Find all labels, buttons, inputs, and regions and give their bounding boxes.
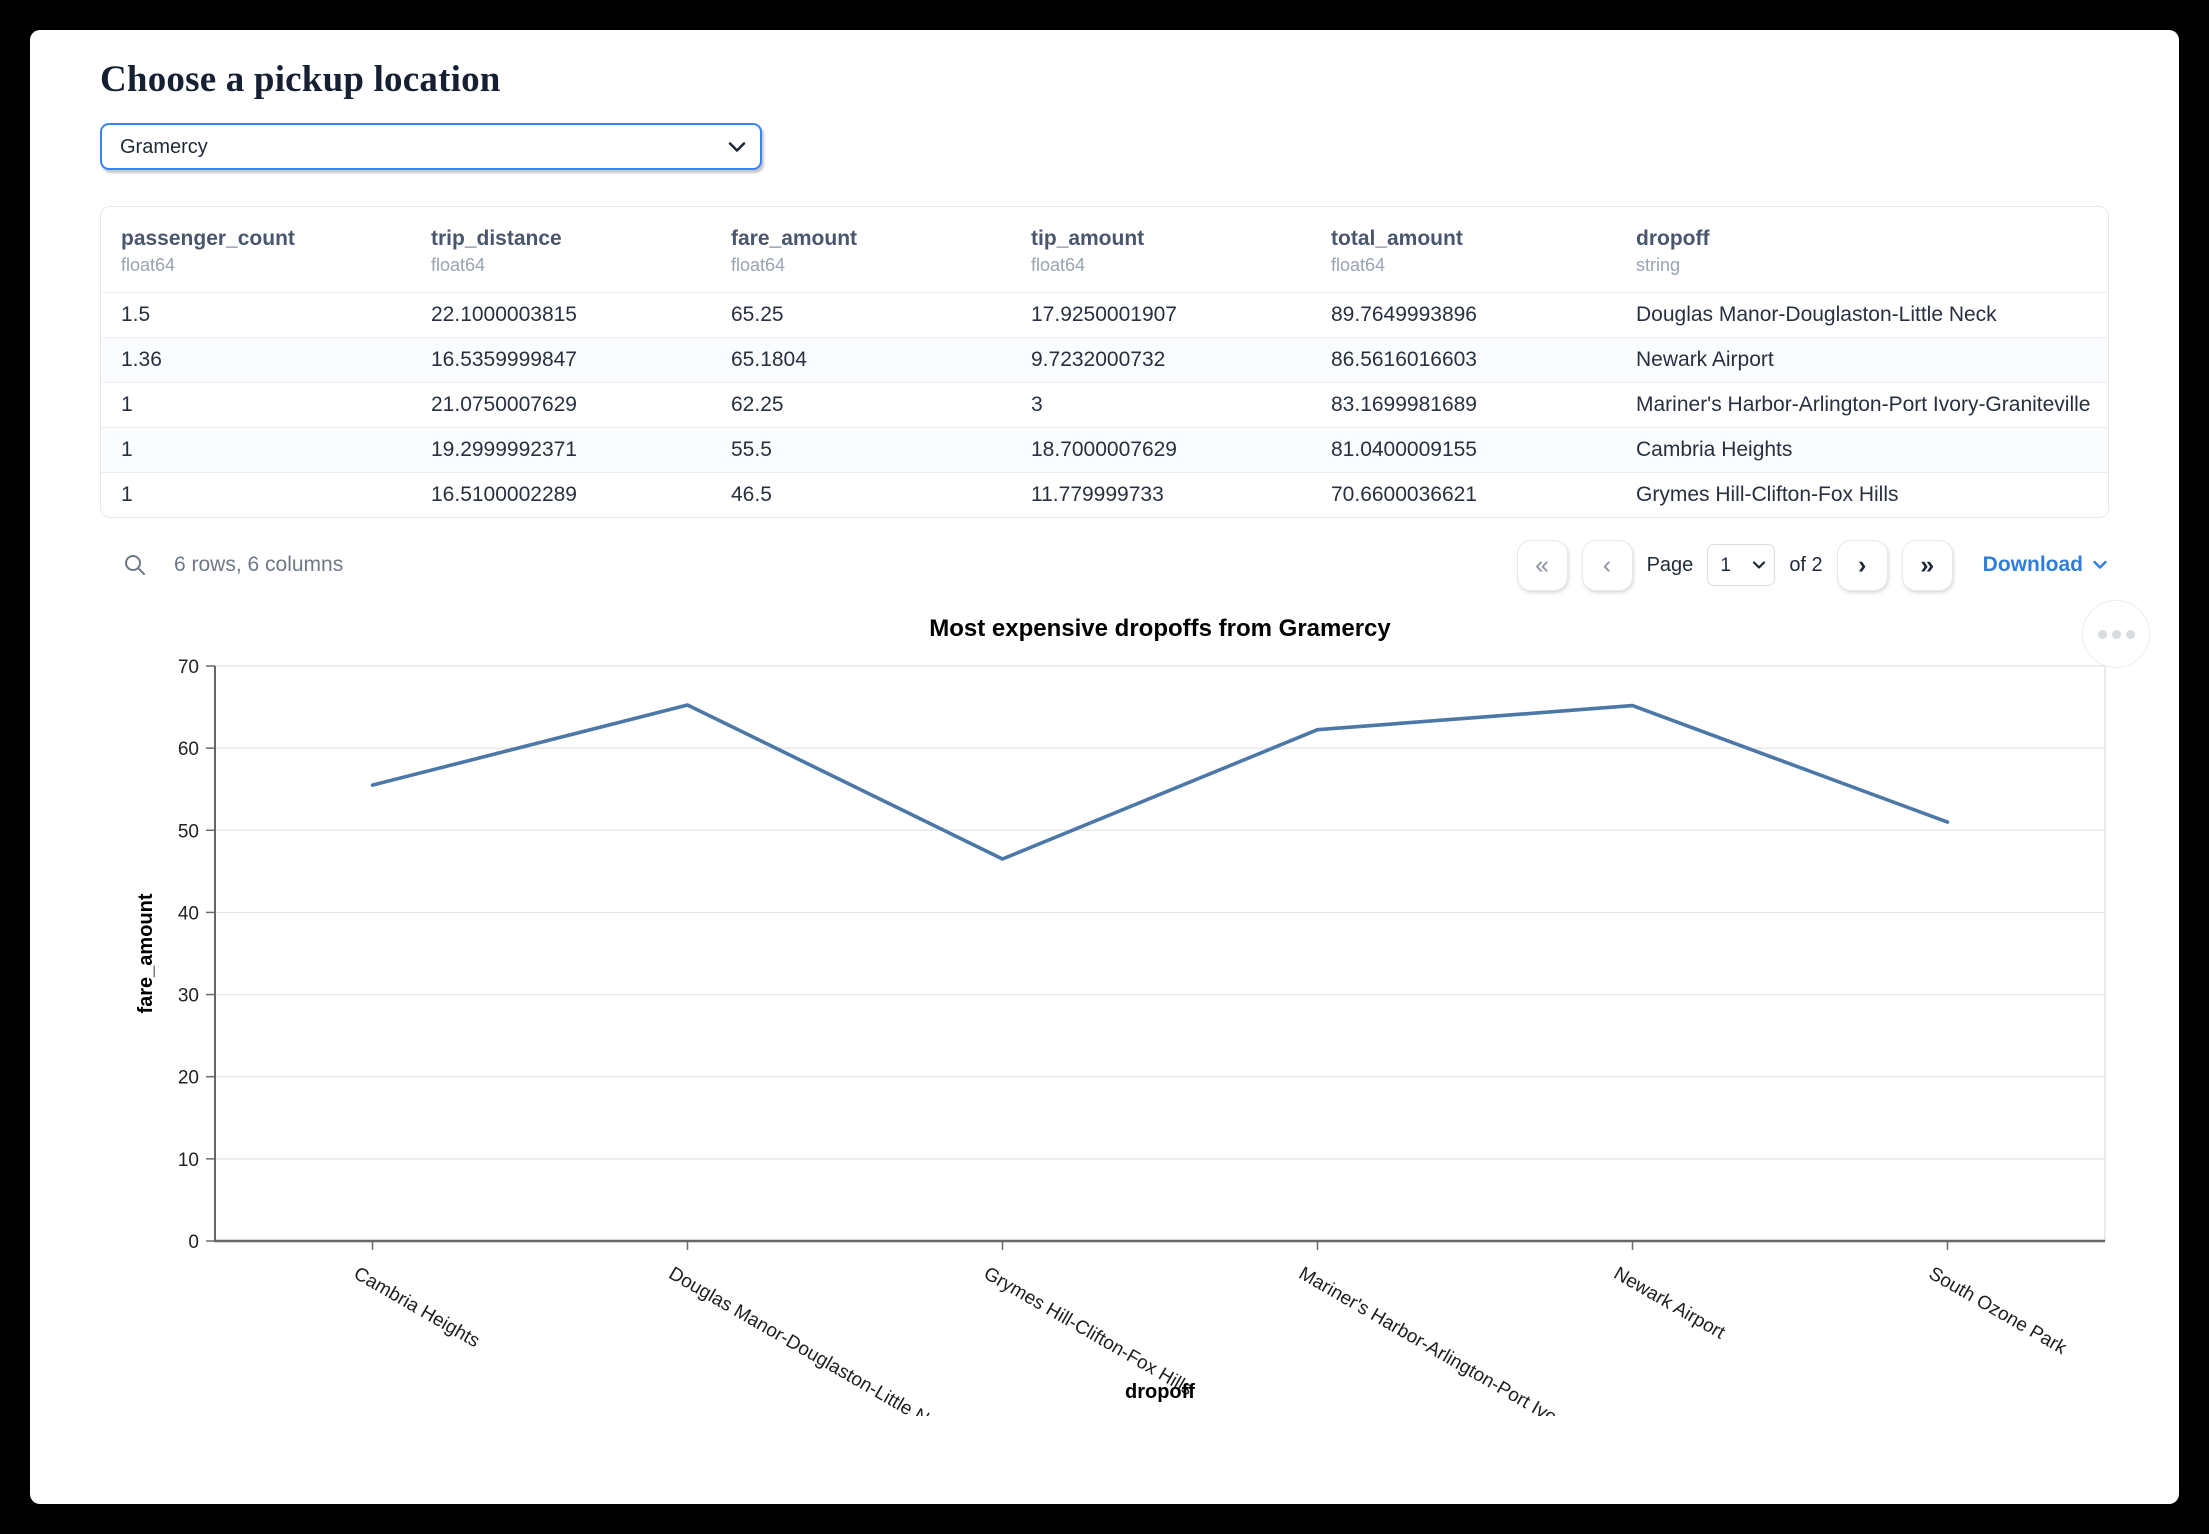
x-tick-label: Newark Airport (1610, 1263, 1729, 1344)
table-cell: 65.25 (731, 303, 784, 326)
table-row: 1 21.0750007629 62.25 3 83.1699981689 Mariner… (101, 382, 2108, 427)
table-cell: Mariner's Harbor-Arlington-Port Ivory-Gr… (1636, 393, 2091, 416)
column-name: fare_amount (731, 227, 858, 250)
table-row: 1 16.5100002289 46.5 11.779999733 70.6600036… (101, 472, 2108, 517)
y-tick-label: 30 (178, 986, 199, 1007)
table-cell: 1 (121, 483, 133, 506)
column-type: float64 (731, 255, 786, 275)
x-tick-label: South Ozone Park (1925, 1263, 2070, 1359)
table-body: 1.5 22.1000003815 65.25 17.9250001907 89.764… (101, 292, 2108, 517)
page-title: Choose a pickup location (100, 59, 501, 100)
y-tick-label: 60 (178, 739, 199, 760)
last-page-button[interactable]: » (1901, 539, 1953, 591)
table-cell: 55.5 (731, 438, 772, 461)
table-cell: 62.25 (731, 393, 784, 416)
table-cell: 70.6600036621 (1331, 483, 1477, 506)
column-name: total_amount (1331, 227, 1463, 250)
download-label: Download (1982, 553, 2083, 576)
table-row: 1 19.2999992371 55.5 18.7000007629 81.040000… (101, 427, 2108, 472)
page-number-select[interactable]: 1 (1707, 544, 1776, 586)
table-cell: 17.9250001907 (1031, 303, 1177, 326)
chart-title: Most expensive dropoffs from Gramercy (929, 615, 1391, 642)
table-footer: 6 rows, 6 columns « ‹ Page 1 of 2 › » Do… (100, 538, 2109, 592)
app-card: Choose a pickup location Gramercy passen… (30, 30, 2179, 1504)
first-page-button[interactable]: « (1516, 539, 1568, 591)
y-tick-label: 50 (178, 821, 199, 842)
x-tick-label: Grymes Hill-Clifton-Fox Hills (980, 1263, 1196, 1400)
table-cell: 21.0750007629 (431, 393, 577, 416)
column-type: float64 (431, 255, 486, 275)
column-name: dropoff (1636, 227, 1710, 250)
x-axis-title: dropoff (1125, 1381, 1195, 1403)
table-cell: Newark Airport (1636, 348, 1774, 371)
table-cell: 9.7232000732 (1031, 348, 1166, 371)
pickup-location-picker: Gramercy (100, 123, 762, 170)
column-type: float64 (1031, 255, 1086, 275)
download-link[interactable]: Download (1983, 553, 2109, 577)
table-cell: 11.779999733 (1031, 483, 1164, 506)
table-cell: Douglas Manor-Douglaston-Little Neck (1636, 303, 1997, 326)
table-cell: 22.1000003815 (431, 303, 577, 326)
x-tick-label: Mariner's Harbor-Arlington-Port Ivory-… (1295, 1263, 1596, 1416)
y-tick-label: 10 (178, 1150, 199, 1171)
y-tick-label: 0 (188, 1232, 199, 1253)
chart-panel: 0 10 20 30 40 50 60 70 Cambria Heights Douglas Ma… (100, 600, 2150, 1449)
table-cell: 89.7649993896 (1331, 303, 1477, 326)
chevron-down-icon (2093, 560, 2107, 569)
table-cell: 83.1699981689 (1331, 393, 1477, 416)
table-row: 1.5 22.1000003815 65.25 17.9250001907 89.764… (101, 292, 2108, 337)
table-cell: 3 (1031, 393, 1043, 416)
table-cell: 1 (121, 393, 133, 416)
column-header-dropoff[interactable]: dropoff string (1616, 227, 2108, 276)
table-cell: 86.5616016603 (1331, 348, 1477, 371)
table-cell: 18.7000007629 (1031, 438, 1177, 461)
column-header-trip_distance[interactable]: trip_distance float64 (411, 227, 711, 276)
x-tick-label: Cambria Heights (350, 1263, 483, 1352)
page-label: Page (1646, 553, 1694, 576)
table-cell: Cambria Heights (1636, 438, 1793, 461)
y-tick-label: 20 (178, 1068, 199, 1089)
next-page-button[interactable]: › (1836, 539, 1888, 591)
column-header-tip_amount[interactable]: tip_amount float64 (1011, 227, 1311, 276)
column-header-fare_amount[interactable]: fare_amount float64 (711, 227, 1011, 276)
y-tick-label: 40 (178, 903, 199, 924)
table-row: 1.36 16.5359999847 65.1804 9.7232000732 86.5… (101, 337, 2108, 382)
column-type: float64 (1331, 255, 1386, 275)
chart-actions-button[interactable] (2082, 600, 2150, 668)
page-total-label: of 2 (1789, 553, 1823, 576)
column-type: string (1636, 255, 1681, 275)
page-select-wrap: 1 (1707, 544, 1776, 586)
table-cell: 16.5100002289 (431, 483, 577, 506)
column-name: tip_amount (1031, 227, 1145, 250)
table-cell: Grymes Hill-Clifton-Fox Hills (1636, 483, 1899, 506)
column-type: float64 (121, 255, 176, 275)
column-header-total_amount[interactable]: total_amount float64 (1311, 227, 1616, 276)
table-summary: 6 rows, 6 columns (174, 553, 344, 576)
table-cell: 1.36 (121, 348, 162, 371)
table-cell: 1.5 (121, 303, 151, 326)
table-cell: 81.0400009155 (1331, 438, 1477, 461)
y-axis-title: fare_amount (135, 893, 157, 1013)
column-name: trip_distance (431, 227, 562, 250)
column-header-passenger_count[interactable]: passenger_count float64 (101, 227, 411, 276)
fare-line-series (370, 703, 1950, 861)
ellipsis-icon (2097, 629, 2107, 639)
table-cell: 16.5359999847 (431, 348, 577, 371)
table-cell: 19.2999992371 (431, 438, 577, 461)
table-cell: 65.1804 (731, 348, 807, 371)
y-tick-label: 70 (178, 657, 199, 678)
table-cell: 1 (121, 438, 133, 461)
search-icon[interactable] (122, 552, 148, 578)
column-name: passenger_count (121, 227, 295, 250)
table-cell: 46.5 (731, 483, 772, 506)
pickup-location-select[interactable]: Gramercy (100, 123, 762, 170)
x-tick-label: Douglas Manor-Douglaston-Little Neck (665, 1263, 959, 1416)
prev-page-button[interactable]: ‹ (1581, 539, 1633, 591)
fare-line-chart: 0 10 20 30 40 50 60 70 Cambria Heights Douglas Ma… (135, 615, 2106, 1449)
